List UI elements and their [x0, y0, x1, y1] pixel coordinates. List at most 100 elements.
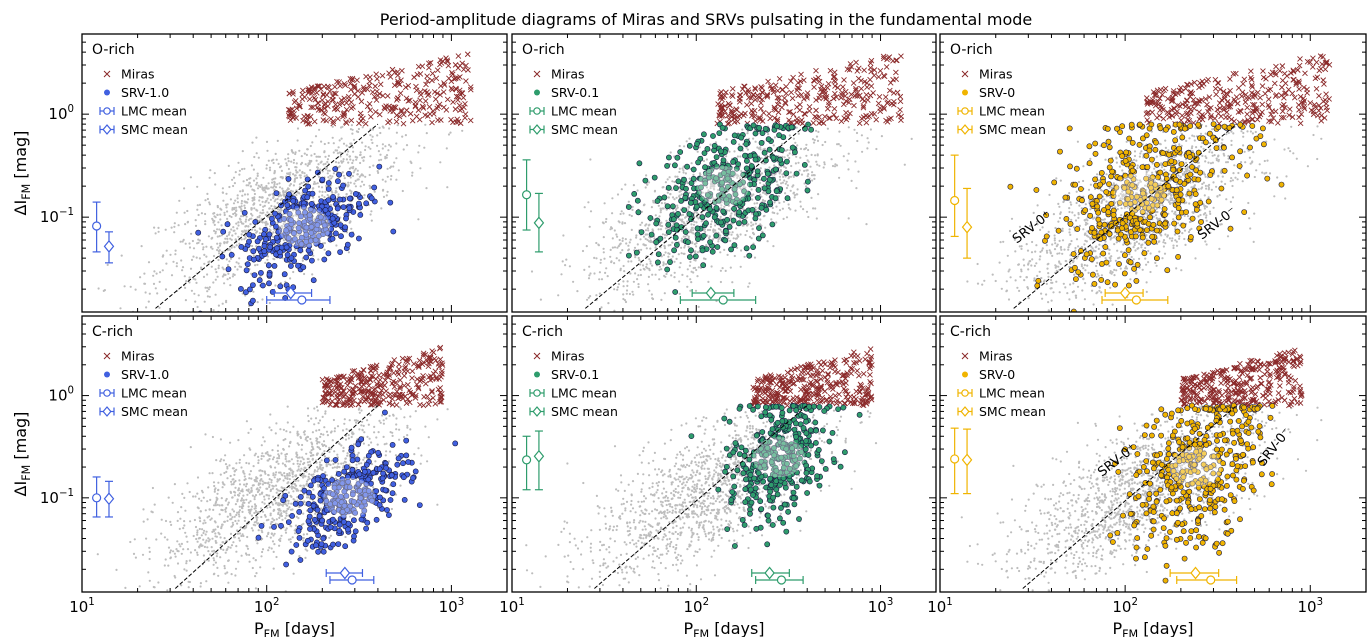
background-star [684, 223, 688, 226]
background-star [331, 125, 334, 128]
background-star [211, 247, 214, 250]
y-tick-label: 100 [48, 104, 74, 123]
background-star [357, 127, 360, 131]
background-star [1306, 165, 1309, 168]
mira-cross [374, 88, 380, 95]
background-star [647, 275, 651, 278]
background-star [588, 320, 590, 322]
srv-point [729, 170, 736, 177]
srv-point [266, 231, 273, 238]
mira-cross [300, 117, 306, 124]
background-star [718, 237, 721, 240]
background-star [243, 238, 246, 241]
background-star [405, 144, 409, 147]
background-star [268, 228, 271, 231]
background-star [267, 159, 270, 162]
background-star [648, 289, 651, 292]
background-star [1055, 269, 1058, 272]
srv-point [352, 190, 359, 197]
mira-cross [897, 98, 904, 105]
mira-cross [419, 63, 426, 69]
mira-cross [411, 74, 417, 81]
srv-point [343, 215, 349, 222]
background-star [369, 213, 372, 216]
panel-label: O-rich [92, 42, 135, 58]
legend-label: Miras [551, 67, 585, 82]
srv-point [244, 261, 251, 268]
background-star [250, 212, 253, 215]
background-star [759, 148, 762, 151]
background-star [352, 138, 356, 141]
mira-cross [435, 103, 441, 110]
background-star [370, 138, 373, 141]
background-star [1096, 272, 1099, 275]
background-star [793, 194, 797, 197]
background-star [388, 143, 391, 146]
background-star [304, 163, 307, 166]
srv-point [673, 222, 680, 229]
background-star [243, 167, 246, 170]
background-star [780, 182, 783, 185]
background-star [816, 139, 820, 142]
background-star [1149, 270, 1152, 274]
background-star [206, 192, 209, 195]
mira-cross [320, 91, 327, 97]
mira-cross [827, 67, 834, 74]
background-star [1007, 298, 1011, 301]
background-star [1261, 171, 1264, 174]
background-star [217, 304, 220, 307]
background-star [172, 260, 175, 263]
background-star [661, 233, 665, 236]
background-star [1116, 208, 1119, 211]
mira-cross [286, 90, 293, 97]
background-star [303, 172, 306, 175]
background-star [291, 150, 294, 153]
background-star [838, 130, 841, 133]
background-star [293, 180, 296, 183]
mira-cross [306, 85, 312, 92]
mira-cross [438, 117, 444, 123]
background-star [235, 206, 238, 209]
background-star [323, 196, 326, 199]
srv-point [764, 170, 771, 177]
background-star [759, 218, 762, 221]
background-star [600, 278, 604, 281]
background-star [232, 184, 235, 188]
background-star [242, 215, 245, 218]
background-star [782, 175, 785, 178]
background-star [646, 227, 650, 230]
background-star [397, 169, 400, 172]
background-star [174, 249, 177, 252]
background-star [241, 230, 244, 233]
background-star [746, 132, 749, 135]
background-star [270, 159, 273, 162]
background-star [325, 184, 328, 187]
background-star [1068, 228, 1071, 231]
background-star [234, 238, 237, 241]
background-star [155, 272, 158, 275]
background-star [812, 207, 815, 210]
background-star [719, 251, 722, 254]
mira-cross [801, 77, 807, 84]
background-star [395, 157, 398, 160]
srv-point [368, 195, 375, 202]
background-star [609, 248, 612, 251]
background-star [604, 271, 607, 274]
srv-point [776, 132, 782, 139]
mira-cross [738, 111, 745, 117]
mira-cross [860, 103, 867, 109]
background-star [302, 181, 306, 184]
mira-cross [372, 109, 379, 115]
srv-point [717, 148, 724, 155]
background-star [678, 167, 681, 170]
background-star [787, 203, 790, 206]
background-star [679, 190, 682, 193]
background-star [147, 300, 150, 303]
background-star [1052, 291, 1055, 294]
background-star [767, 133, 770, 136]
background-star [206, 295, 209, 298]
background-star [268, 301, 271, 305]
background-star [259, 185, 262, 188]
background-star [650, 293, 654, 296]
